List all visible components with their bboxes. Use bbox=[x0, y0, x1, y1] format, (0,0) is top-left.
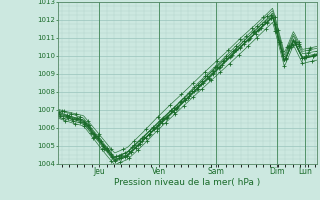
X-axis label: Pression niveau de la mer( hPa ): Pression niveau de la mer( hPa ) bbox=[114, 178, 260, 187]
